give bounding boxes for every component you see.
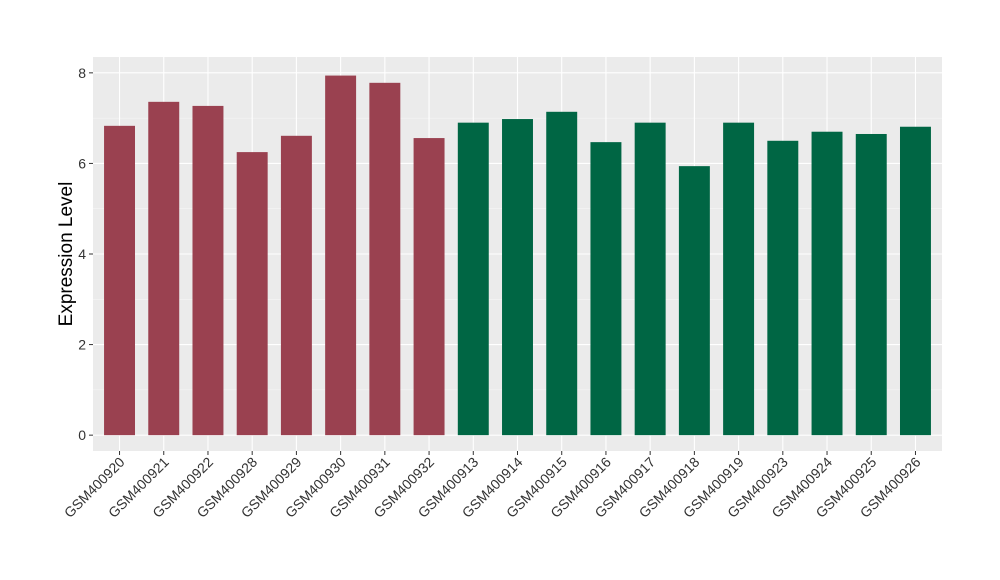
bar-GSM400916 (590, 142, 622, 436)
bar-GSM400931 (369, 82, 401, 436)
y-tick-label: 4 (78, 246, 86, 262)
bar-GSM400914 (502, 119, 533, 436)
bar-GSM400922 (192, 105, 224, 436)
bar-GSM400928 (236, 152, 268, 436)
y-tick-label: 0 (78, 427, 86, 443)
bar-GSM400932 (413, 138, 445, 436)
bar-GSM400926 (899, 126, 931, 436)
bar-GSM400919 (723, 122, 755, 436)
bar-GSM400924 (811, 131, 843, 436)
bar-GSM400923 (767, 140, 799, 436)
bar-GSM400920 (104, 125, 136, 436)
bar-GSM400925 (855, 133, 887, 436)
y-tick-label: 6 (78, 155, 86, 171)
bar-GSM400918 (678, 166, 710, 436)
bar-GSM400929 (280, 135, 312, 436)
y-tick-label: 2 (78, 337, 86, 353)
bar-GSM400930 (325, 75, 357, 436)
y-axis-label: Expression Level (56, 182, 77, 327)
bar-GSM400913 (457, 122, 489, 436)
bar-GSM400917 (634, 122, 666, 436)
bar-GSM400915 (546, 111, 578, 436)
y-tick-label: 8 (78, 65, 86, 81)
bar-GSM400921 (148, 101, 180, 436)
